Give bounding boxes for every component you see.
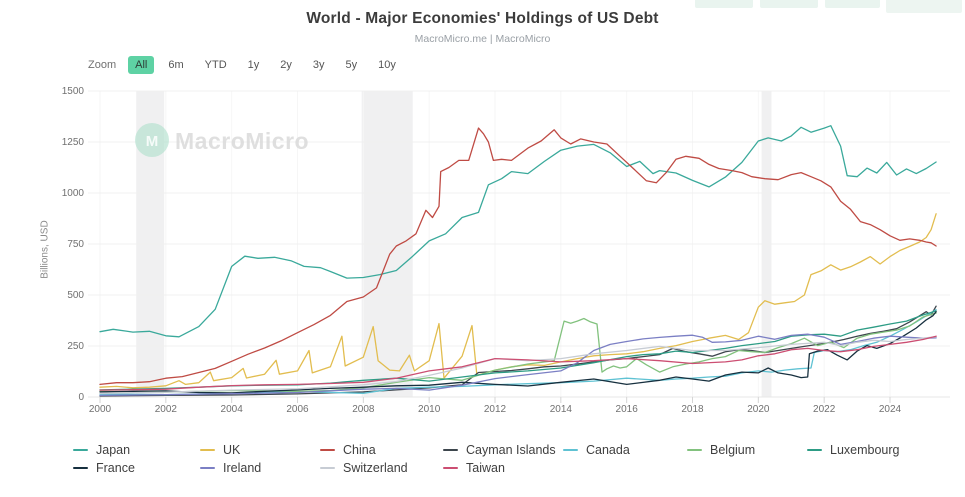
x-axis-label: 2002 (154, 404, 177, 415)
legend-label: China (343, 443, 376, 457)
zoom-range-button-1y[interactable]: 1y (247, 59, 260, 71)
series-line-france[interactable] (99, 311, 937, 394)
x-axis-label: 2018 (681, 404, 704, 415)
legend-item-belgium[interactable]: Belgium (687, 443, 755, 457)
legend-item-uk[interactable]: UK (200, 443, 240, 457)
legend-label: Ireland (223, 461, 262, 475)
legend-item-japan[interactable]: Japan (73, 443, 130, 457)
zoom-range-button-10y[interactable]: 10y (378, 59, 396, 71)
legend-swatch-china (320, 448, 335, 452)
legend-label: Cayman Islands (466, 443, 556, 457)
legend-label: Luxembourg (830, 443, 900, 457)
legend-swatch-canada (563, 448, 578, 452)
y-axis-label: 1500 (61, 86, 84, 97)
legend-label: UK (223, 443, 241, 457)
x-axis-label: 2000 (88, 404, 112, 415)
x-axis-label: 2014 (549, 404, 572, 415)
zoom-toolbar: Zoom All 6m YTD 1y 2y 3y 5y 10y (88, 56, 410, 74)
y-axis-title: Billions, USD (39, 220, 51, 279)
x-axis-label: 2024 (878, 404, 902, 415)
series-line-ireland[interactable] (99, 333, 937, 397)
macromicro-watermark-text: MacroMicro (175, 128, 309, 154)
legend-label: Taiwan (466, 461, 505, 475)
legend-item-cayman-islands[interactable]: Cayman Islands (443, 443, 556, 457)
legend-swatch-ireland (200, 466, 215, 470)
x-axis-label: 2010 (418, 404, 441, 415)
legend-swatch-uk (200, 448, 215, 452)
y-axis-label: 250 (67, 341, 84, 352)
series-line-switzerland[interactable] (99, 336, 937, 394)
series-line-japan[interactable] (99, 125, 937, 338)
series-line-belgium[interactable] (99, 312, 937, 393)
x-axis-label: 2012 (483, 404, 507, 415)
series-line-cayman-islands[interactable] (99, 305, 937, 397)
y-axis-label: 1250 (61, 137, 84, 148)
page-subtitle: MacroMicro.me | MacroMicro (414, 33, 551, 45)
legend-item-china[interactable]: China (320, 443, 376, 457)
zoom-range-button-ytd[interactable]: YTD (204, 59, 227, 71)
site-header-fragment (825, 0, 880, 8)
site-header-fragment (760, 0, 818, 8)
y-axis-label: 1000 (61, 188, 84, 199)
site-header-fragment (695, 0, 753, 8)
x-axis-label: 2004 (220, 404, 243, 415)
x-axis-label: 2016 (615, 404, 638, 415)
zoom-range-button-5y[interactable]: 5y (345, 59, 358, 71)
legend-item-luxembourg[interactable]: Luxembourg (807, 443, 900, 457)
macromicro-logo-icon (135, 123, 169, 157)
zoom-range-button-2y[interactable]: 2y (280, 59, 292, 71)
zoom-range-button-all[interactable]: All (128, 56, 155, 74)
series-line-uk[interactable] (99, 213, 937, 389)
legend-item-taiwan[interactable]: Taiwan (443, 461, 505, 475)
zoom-toolbar-label: Zoom (88, 59, 117, 71)
legend-swatch-taiwan (443, 466, 458, 470)
legend-item-ireland[interactable]: Ireland (200, 461, 261, 475)
y-axis-label: 500 (67, 290, 84, 301)
series-line-china[interactable] (99, 127, 937, 386)
legend-item-france[interactable]: France (73, 461, 135, 475)
x-axis-label: 2006 (286, 404, 309, 415)
x-axis-label: 2020 (747, 404, 770, 415)
legend-item-switzerland[interactable]: Switzerland (320, 461, 408, 475)
chart-header: World - Major Economies' Holdings of US … (0, 10, 965, 45)
legend-label: Switzerland (343, 461, 408, 475)
macromicro-logo-monogram: M (146, 133, 159, 150)
legend-swatch-switzerland (320, 466, 335, 470)
legend-swatch-cayman-islands (443, 448, 458, 452)
series-line-taiwan[interactable] (99, 335, 937, 391)
page-title: World - Major Economies' Holdings of US … (306, 10, 659, 27)
legend-label: Japan (96, 443, 131, 457)
legend-swatch-luxembourg (807, 448, 822, 452)
x-axis-label: 2022 (813, 404, 836, 415)
zoom-range-button-6m[interactable]: 6m (168, 59, 184, 71)
legend-label: Belgium (710, 443, 756, 457)
site-header-fragment (886, 0, 962, 13)
legend-swatch-belgium (687, 448, 702, 452)
legend-item-canada[interactable]: Canada (563, 443, 630, 457)
y-axis-label: 750 (67, 239, 84, 250)
legend-label: Canada (586, 443, 630, 457)
x-axis-label: 2008 (352, 404, 375, 415)
legend-swatch-france (73, 466, 88, 470)
legend-label: France (96, 461, 135, 475)
legend-swatch-japan (73, 448, 88, 452)
series-line-canada[interactable] (99, 309, 937, 396)
y-axis-label: 0 (78, 392, 84, 403)
zoom-range-button-3y[interactable]: 3y (312, 59, 325, 71)
